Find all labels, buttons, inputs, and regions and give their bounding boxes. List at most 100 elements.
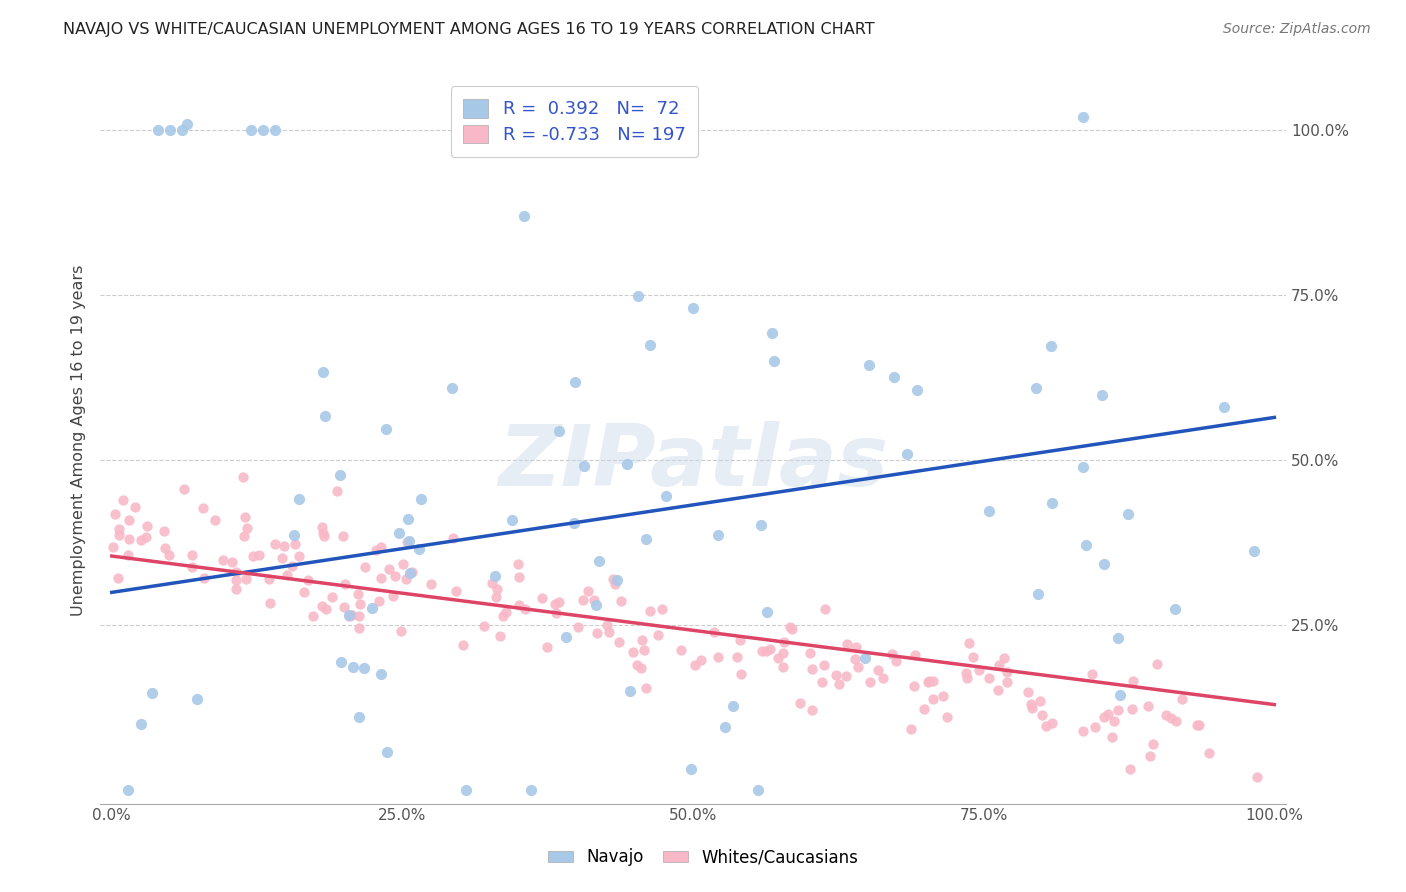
Point xyxy=(180,560,202,574)
Point xyxy=(492,609,515,624)
Point xyxy=(810,675,832,690)
Point xyxy=(1097,706,1119,721)
Point xyxy=(1154,708,1177,723)
Point xyxy=(536,640,558,654)
Point xyxy=(859,675,882,690)
Point xyxy=(758,642,780,657)
Point xyxy=(488,629,510,643)
Point xyxy=(598,625,620,640)
Point xyxy=(917,675,939,690)
Point xyxy=(242,549,264,564)
Point xyxy=(186,692,208,706)
Point xyxy=(451,638,474,652)
Text: Source: ZipAtlas.com: Source: ZipAtlas.com xyxy=(1223,22,1371,37)
Point xyxy=(508,599,530,613)
Point xyxy=(1198,746,1220,760)
Point xyxy=(655,489,678,503)
Point xyxy=(749,517,772,532)
Point xyxy=(979,504,1001,518)
Point xyxy=(780,622,803,636)
Point xyxy=(481,575,503,590)
Point xyxy=(472,619,495,633)
Point xyxy=(1185,718,1208,732)
Point xyxy=(627,289,650,303)
Point xyxy=(813,658,835,673)
Point xyxy=(181,548,204,562)
Point xyxy=(1171,691,1194,706)
Point xyxy=(707,528,730,542)
Point xyxy=(117,783,139,797)
Point xyxy=(398,533,420,548)
Point xyxy=(270,551,292,566)
Point xyxy=(548,595,571,609)
Point xyxy=(1102,714,1125,728)
Point xyxy=(548,424,571,438)
Point xyxy=(297,573,319,587)
Point xyxy=(280,559,302,574)
Point xyxy=(360,600,382,615)
Point xyxy=(339,607,361,622)
Point xyxy=(212,553,235,567)
Point xyxy=(349,621,371,635)
Point xyxy=(396,511,419,525)
Point xyxy=(828,677,851,691)
Point xyxy=(626,658,648,673)
Point xyxy=(314,409,336,423)
Point xyxy=(311,599,333,614)
Point xyxy=(153,541,176,555)
Point xyxy=(108,528,131,542)
Point xyxy=(979,672,1001,686)
Point xyxy=(232,470,254,484)
Point xyxy=(148,123,170,137)
Point xyxy=(567,620,589,634)
Point xyxy=(1071,110,1094,124)
Point xyxy=(233,529,256,543)
Point xyxy=(519,783,541,797)
Point xyxy=(236,521,259,535)
Point xyxy=(1142,737,1164,751)
Point xyxy=(621,644,644,658)
Point xyxy=(773,635,796,649)
Point xyxy=(257,572,280,586)
Point xyxy=(935,709,957,723)
Point xyxy=(853,650,876,665)
Point xyxy=(247,549,270,563)
Point xyxy=(585,599,607,613)
Point xyxy=(572,459,595,474)
Point xyxy=(337,609,360,624)
Point xyxy=(638,338,661,352)
Point xyxy=(1040,496,1063,510)
Point xyxy=(1164,602,1187,616)
Point xyxy=(993,651,1015,665)
Point xyxy=(1040,715,1063,730)
Point xyxy=(370,571,392,585)
Point xyxy=(288,549,311,564)
Point xyxy=(129,717,152,731)
Point xyxy=(1091,388,1114,402)
Point xyxy=(703,624,725,639)
Point xyxy=(683,658,706,673)
Point xyxy=(401,565,423,579)
Point xyxy=(1076,538,1098,552)
Point xyxy=(1025,381,1047,395)
Point xyxy=(329,468,352,483)
Point xyxy=(392,558,415,572)
Point xyxy=(1035,718,1057,732)
Point xyxy=(1021,700,1043,714)
Point xyxy=(747,783,769,797)
Point xyxy=(689,653,711,667)
Point xyxy=(368,594,391,608)
Point xyxy=(1136,699,1159,714)
Point xyxy=(440,381,463,395)
Point xyxy=(633,642,655,657)
Point xyxy=(1040,339,1063,353)
Point xyxy=(221,555,243,569)
Point xyxy=(273,539,295,553)
Point xyxy=(1107,632,1129,646)
Point xyxy=(264,537,287,551)
Point xyxy=(1031,708,1053,723)
Point xyxy=(1101,730,1123,744)
Point xyxy=(292,585,315,599)
Point xyxy=(1071,723,1094,738)
Point xyxy=(135,530,157,544)
